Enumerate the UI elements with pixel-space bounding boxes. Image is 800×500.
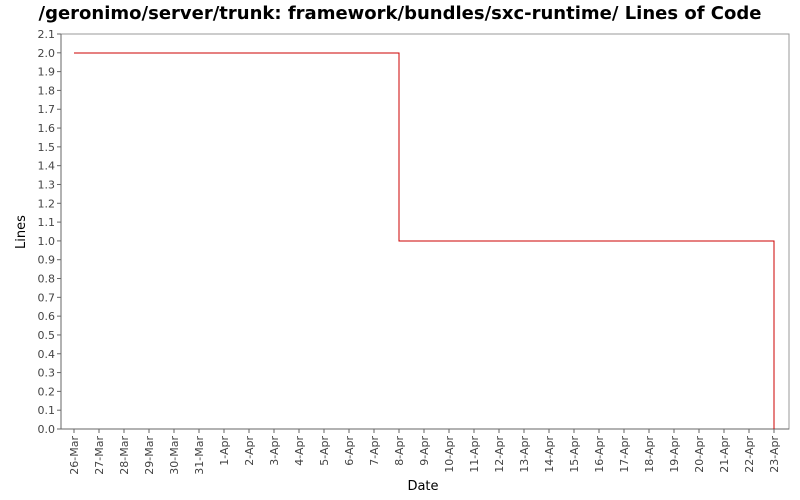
y-tick-label: 0.5 — [38, 329, 56, 342]
x-tick-label: 19-Apr — [668, 436, 681, 473]
x-tick-label: 20-Apr — [693, 436, 706, 473]
chart-title: /geronimo/server/trunk: framework/bundle… — [38, 3, 762, 24]
y-tick-label: 0.8 — [38, 273, 56, 286]
x-tick-label: 10-Apr — [443, 436, 456, 473]
plot-area — [60, 33, 790, 430]
x-tick-label: 13-Apr — [518, 436, 531, 473]
x-tick-label: 6-Apr — [343, 436, 356, 466]
y-tick-label: 1.8 — [38, 84, 56, 97]
x-tick-label: 31-Mar — [193, 436, 206, 475]
y-tick-label: 1.1 — [38, 216, 56, 229]
y-tick-label: 0.2 — [38, 385, 56, 398]
y-tick-label: 0.9 — [38, 254, 56, 267]
x-tick-label: 5-Apr — [318, 436, 331, 466]
y-tick-label: 2.0 — [38, 47, 56, 60]
y-tick-label: 1.9 — [38, 66, 56, 79]
series-group — [74, 52, 775, 429]
x-tick-label: 9-Apr — [418, 436, 431, 466]
y-tick-label: 1.0 — [38, 235, 56, 248]
x-tick-label: 4-Apr — [293, 436, 306, 466]
x-axis-ticks: 26-Mar 27-Mar 28-Mar 29-Mar 30-Mar 31-Mar 1-Ap… — [68, 429, 781, 475]
y-axis-ticks: 0.0 0.1 0.2 0.3 0.4 0.5 0.6 0.7 0.8 0.9 1.0 1.1 1.2 1… — [38, 28, 61, 436]
x-tick-label: 26-Mar — [68, 436, 81, 475]
y-tick-label: 2.1 — [38, 28, 56, 41]
x-tick-label: 1-Apr — [218, 436, 231, 466]
y-tick-label: 1.7 — [38, 103, 56, 116]
y-tick-label: 1.2 — [38, 197, 56, 210]
x-axis-label: Date — [407, 479, 438, 494]
x-tick-label: 22-Apr — [743, 436, 756, 473]
x-tick-label: 2-Apr — [243, 436, 256, 466]
x-tick-label: 16-Apr — [593, 436, 606, 473]
x-tick-label: 11-Apr — [468, 436, 481, 473]
x-tick-label: 7-Apr — [368, 436, 381, 466]
x-tick-label: 28-Mar — [118, 436, 131, 475]
x-tick-label: 23-Apr — [768, 436, 781, 473]
y-tick-label: 1.4 — [38, 160, 56, 173]
x-tick-label: 8-Apr — [393, 436, 406, 466]
x-tick-label: 17-Apr — [618, 436, 631, 473]
x-tick-label: 14-Apr — [543, 436, 556, 473]
x-tick-label: 12-Apr — [493, 436, 506, 473]
y-tick-label: 1.3 — [38, 178, 56, 191]
y-tick-label: 0.6 — [38, 310, 56, 323]
x-tick-label: 15-Apr — [568, 436, 581, 473]
y-tick-label: 0.4 — [38, 348, 56, 361]
y-tick-label: 1.6 — [38, 122, 56, 135]
y-tick-label: 0.7 — [38, 291, 56, 304]
y-tick-label: 1.5 — [38, 141, 56, 154]
x-tick-label: 30-Mar — [168, 436, 181, 475]
y-tick-label: 0.1 — [38, 404, 56, 417]
series-line — [74, 52, 775, 429]
x-tick-label: 21-Apr — [718, 436, 731, 473]
x-tick-label: 18-Apr — [643, 436, 656, 473]
y-axis-label: Lines — [14, 215, 29, 249]
y-tick-label: 0.3 — [38, 367, 56, 380]
x-tick-label: 3-Apr — [268, 436, 281, 466]
x-tick-label: 27-Mar — [93, 436, 106, 475]
y-tick-label: 0.0 — [38, 423, 56, 436]
x-tick-label: 29-Mar — [143, 436, 156, 475]
